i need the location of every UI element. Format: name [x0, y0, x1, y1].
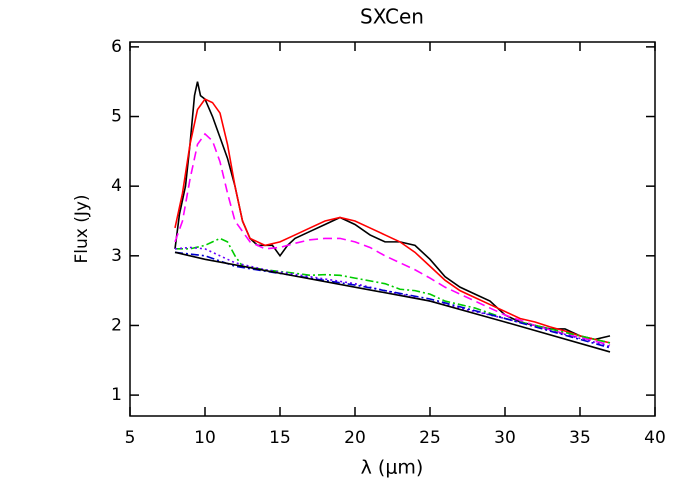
x-tick-label: 10: [194, 428, 216, 448]
x-tick-label: 5: [125, 428, 136, 448]
x-tick-label: 15: [269, 428, 291, 448]
data-line: [174, 246, 611, 348]
y-tick-label: 4: [111, 176, 122, 196]
y-axis-label: Flux (Jy): [72, 194, 92, 263]
x-axis-label: λ (μm): [361, 457, 424, 479]
chart-title: SXCen: [360, 5, 424, 29]
y-tick-label: 1: [111, 385, 122, 405]
x-tick-label: 40: [644, 428, 666, 448]
y-tick-label: 3: [111, 246, 122, 266]
data-line: [174, 251, 611, 353]
data-line: [174, 98, 611, 344]
y-tick-label: 2: [111, 315, 122, 335]
data-line: [174, 251, 611, 349]
x-tick-label: 25: [419, 428, 441, 448]
x-tick-label: 20: [344, 428, 366, 448]
y-tick-label: 5: [111, 107, 122, 127]
plot-frame: [129, 41, 656, 417]
x-tick-label: 35: [569, 428, 591, 448]
data-line: [174, 132, 611, 346]
x-tick-label: 30: [494, 428, 516, 448]
y-tick-label: 6: [111, 37, 122, 57]
